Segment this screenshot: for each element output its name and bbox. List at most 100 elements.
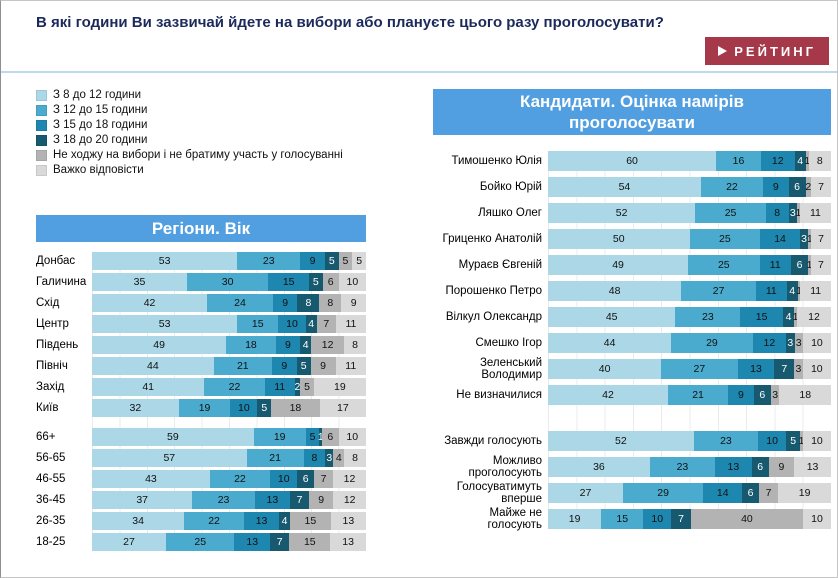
segment-value: 1 [804,155,811,167]
segment-value: 9 [284,339,291,351]
segment-value: 53 [158,318,171,330]
segment-value: 30 [221,276,234,288]
row-label: 66+ [36,431,56,443]
bar-segment: 13 [714,457,752,477]
bar-segment: 7 [811,177,831,197]
candidates-header: Кандидати. Оцінка намірів проголосувати [433,89,831,135]
chart-row: Галичина 35 30 15 5 6 10 [36,273,366,291]
segment-value: 27 [579,487,592,499]
segment-value: 1 [798,435,805,447]
stacked-bar: 50 25 14 3 1 7 [548,229,831,249]
stacked-bar: 49 18 9 4 12 8 [92,336,366,354]
bar-segment: 9 [728,385,754,405]
bar-segment: 7 [671,509,691,529]
segment-value: 9 [778,461,785,473]
legend-label: З 8 до 12 години [53,89,142,101]
segment-value: 10 [651,513,664,525]
bar-segment: 5 [296,357,311,375]
segment-value: 18 [289,402,302,414]
bar-segment: 1 [796,203,801,223]
segment-value: 9 [738,389,744,401]
segment-value: 23 [702,311,714,323]
bar-segment: 6 [751,457,769,477]
row-label: 46-55 [36,473,66,485]
stacked-bar: 52 23 10 5 1 10 [548,431,831,451]
segment-value: 6 [327,276,334,288]
segment-value: 16 [732,155,745,167]
legend-item: З 8 до 12 години [36,89,411,102]
segment-value: 40 [598,363,611,375]
segment-value: 22 [228,381,241,393]
bar-segment: 6 [322,273,339,291]
bar-segment: 7 [811,229,831,249]
bar-segment: 21 [246,449,304,467]
segment-value: 10 [811,435,823,447]
stacked-bar: 44 29 12 3 3 10 [548,333,831,353]
segment-value: 3 [326,452,333,464]
bar-segment: 19 [253,428,306,446]
segment-value: 7 [276,536,283,548]
bar-segment: 3 [794,333,803,353]
bar-segment: 32 [92,399,179,417]
legend-label: Важко відповісти [53,164,144,176]
segment-value: 22 [234,473,246,485]
stacked-bar: 37 23 13 7 9 12 [92,491,366,509]
segment-value: 23 [676,461,689,473]
chart-row: Донбас 53 23 9 5 5 5 [36,252,366,270]
bar-segment: 25 [695,203,766,223]
legend-swatch [36,120,47,131]
chart-row: Ляшко Олег 52 25 8 3 1 11 [433,203,831,223]
bar-segment: 27 [661,359,738,379]
legend-item: З 18 до 20 години [36,134,411,147]
segment-value: 52 [615,435,627,447]
segment-value: 5 [790,435,797,447]
bar-segment: 27 [92,533,166,551]
bar-segment: 5 [786,431,801,451]
bar-segment: 5 [338,252,353,270]
segment-value: 29 [657,487,669,499]
bar-segment: 6 [753,385,771,405]
chart-row: Смешко Ігор 44 29 12 3 3 10 [433,333,831,353]
bar-segment: 22 [209,470,271,488]
chart-row: Київ 32 19 10 5 18 17 [36,399,366,417]
segment-value: 3 [787,337,794,349]
chart-row: Центр 53 15 10 4 7 11 [36,315,366,333]
bar-segment: 14 [760,229,800,249]
bar-segment: 7 [270,533,290,551]
segment-value: 25 [717,259,730,271]
bar-segment: 10 [270,470,298,488]
segment-value: 5 [342,255,349,267]
legend-item: Не ходжу на вибори і не братиму участь у… [36,149,411,162]
bar-segment: 11 [759,255,791,275]
bar-segment: 9 [272,294,298,312]
segment-value: 19 [273,431,286,443]
bar-segment: 1 [798,431,805,451]
bar-segment: 50 [548,229,690,249]
bar-segment: 10 [802,333,831,353]
segment-value: 42 [602,389,614,401]
bar-segment: 6 [742,483,759,503]
row-label: Бойко Юрій [479,181,542,193]
bar-segment: 4 [794,151,806,171]
bar-segment: 34 [92,512,185,530]
stacked-bar: 27 25 13 7 15 13 [92,533,366,551]
segment-value: 13 [266,494,279,506]
bar-segment: 13 [330,512,366,530]
stacked-bar: 42 21 9 6 3 18 [548,385,831,405]
row-label: Захід [36,381,65,393]
bar-segment: 6 [788,177,806,197]
segment-value: 9 [350,297,357,309]
segment-value: 52 [615,207,628,219]
bar-segment: 9 [341,294,366,312]
bar-segment: 35 [92,273,187,291]
segment-value: 5 [300,360,307,372]
segment-value: 21 [236,360,249,372]
chart-row: 36-45 37 23 13 7 9 12 [36,491,366,509]
row-label: 18-25 [36,536,66,548]
bar-segment: 43 [92,470,210,488]
bar-segment: 19 [778,483,831,503]
bar-segment: 57 [92,449,247,467]
bar-segment: 8 [808,151,831,171]
chart-row: Гриценко Анатолій 50 25 14 3 1 7 [433,229,831,249]
bar-segment: 10 [643,509,672,529]
